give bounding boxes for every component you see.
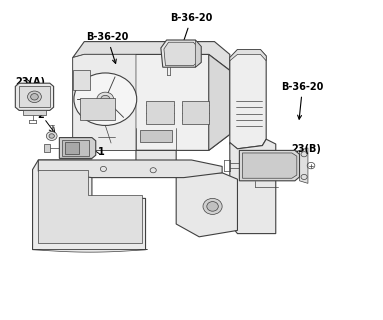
Polygon shape [15, 83, 54, 110]
Polygon shape [300, 148, 308, 183]
Circle shape [207, 202, 218, 211]
Polygon shape [23, 110, 46, 115]
Circle shape [203, 198, 222, 214]
Circle shape [49, 134, 54, 138]
Polygon shape [230, 50, 266, 149]
Text: B-36-20: B-36-20 [170, 13, 213, 54]
Polygon shape [176, 173, 237, 237]
Circle shape [74, 73, 137, 125]
Polygon shape [44, 144, 50, 152]
Polygon shape [65, 142, 79, 154]
Polygon shape [242, 153, 297, 178]
Polygon shape [38, 160, 222, 178]
Text: 23(A): 23(A) [15, 76, 45, 87]
Polygon shape [19, 86, 50, 107]
Polygon shape [195, 40, 201, 67]
Polygon shape [62, 140, 89, 156]
Polygon shape [38, 170, 142, 243]
Circle shape [97, 92, 114, 106]
Polygon shape [136, 150, 176, 173]
Text: B-36-20: B-36-20 [282, 82, 324, 119]
Polygon shape [73, 54, 230, 150]
Circle shape [31, 93, 38, 100]
Polygon shape [73, 54, 136, 150]
Polygon shape [209, 54, 230, 150]
Text: 23(B): 23(B) [291, 144, 321, 154]
Text: 1: 1 [98, 147, 105, 157]
Circle shape [28, 91, 41, 102]
Polygon shape [33, 250, 147, 252]
Polygon shape [73, 42, 230, 70]
Polygon shape [239, 150, 300, 181]
Polygon shape [230, 50, 266, 61]
Circle shape [101, 95, 110, 103]
Polygon shape [73, 70, 90, 90]
Polygon shape [164, 42, 198, 66]
Polygon shape [59, 138, 96, 158]
Polygon shape [182, 101, 209, 124]
Polygon shape [33, 160, 146, 250]
Polygon shape [161, 40, 201, 67]
Circle shape [46, 132, 57, 140]
Text: 2: 2 [37, 110, 44, 120]
Text: B-36-20: B-36-20 [86, 32, 128, 63]
Polygon shape [230, 139, 276, 234]
Polygon shape [146, 101, 174, 124]
Polygon shape [140, 130, 172, 142]
Polygon shape [80, 98, 115, 120]
